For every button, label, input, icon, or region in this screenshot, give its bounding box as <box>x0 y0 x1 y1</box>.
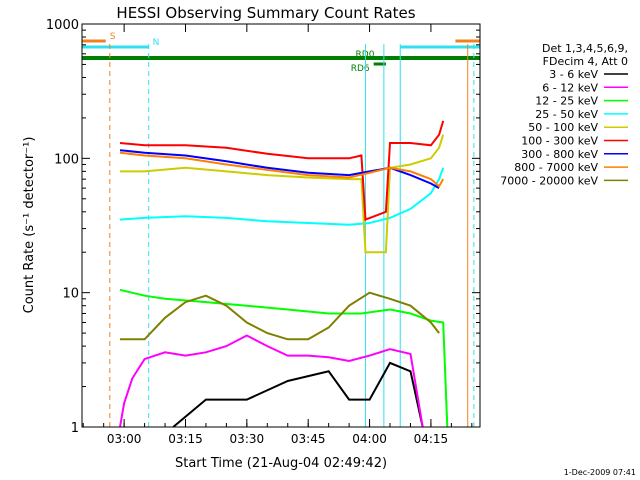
legend-header-1: FDecim 4, Att 0 <box>543 55 628 68</box>
series-line-25-50-kev <box>119 167 445 226</box>
series-line-3-6-kev <box>172 361 424 428</box>
legend-label-50-100-kev: 50 - 100 keV <box>528 121 598 134</box>
legend-label-300-800-kev: 300 - 800 keV <box>521 148 598 161</box>
series-line-100-300-kev <box>119 120 445 222</box>
chart-title: HESSI Observing Summary Count Rates <box>116 4 415 22</box>
x-tick-label-3: 03:45 <box>291 432 326 446</box>
series-line-7000-20000-kev <box>120 291 440 341</box>
legend-label-25-50-kev: 25 - 50 keV <box>535 108 598 121</box>
legend-label-12-25-kev: 12 - 25 keV <box>535 95 598 108</box>
legend-header-0: Det 1,3,4,5,6,9, <box>542 42 628 55</box>
plot-frame <box>81 23 481 428</box>
y-tick-label-3: 1000 <box>46 18 79 33</box>
series-line-300-800-kev <box>119 149 440 189</box>
y-axis-label: Count Rate (s⁻¹ detector⁻¹) <box>22 137 37 314</box>
x-tick-label-4: 04:00 <box>352 432 387 446</box>
y-tick-label-2: 100 <box>54 152 79 167</box>
legend: Det 1,3,4,5,6,9,FDecim 4, Att 03 - 6 keV… <box>500 42 628 187</box>
legend-label-6-12-kev: 6 - 12 keV <box>542 81 598 94</box>
x-tick-label-2: 03:30 <box>230 432 265 446</box>
series-line-6-12-kev <box>119 334 424 428</box>
y-axis-ticks: 1 10 100 1000 <box>46 18 480 436</box>
flag-label-n: N <box>153 38 160 48</box>
y-tick-label-1: 10 <box>62 287 79 302</box>
legend-label-100-300-kev: 100 - 300 keV <box>521 135 598 148</box>
plot-series <box>119 120 449 428</box>
series-line-800-7000-kev <box>119 151 445 188</box>
legend-label-3-6-kev: 3 - 6 keV <box>549 68 598 81</box>
observing-flags: SNRD0RD6 <box>82 32 480 74</box>
flag-label-rd6: RD6 <box>351 64 370 74</box>
flag-label-s: S <box>110 32 116 42</box>
legend-label-7000-20000-kev: 7000 - 20000 keV <box>500 174 598 187</box>
x-tick-label-0: 03:00 <box>107 432 142 446</box>
x-tick-label-1: 03:15 <box>168 432 203 446</box>
series-line-12-25-kev <box>119 288 449 428</box>
y-tick-label-0: 1 <box>71 421 79 436</box>
x-axis-label: Start Time (21-Aug-04 02:49:42) <box>175 456 387 471</box>
vertical-markers <box>109 44 475 427</box>
legend-label-800-7000-kev: 800 - 7000 keV <box>514 161 598 174</box>
x-axis-ticks: 03:00 03:15 03:30 03:45 04:00 04:15 <box>82 24 473 446</box>
series-line-50-100-kev <box>120 134 445 254</box>
x-tick-label-5: 04:15 <box>414 432 449 446</box>
footer-date: 1-Dec-2009 07:41 <box>564 468 636 477</box>
